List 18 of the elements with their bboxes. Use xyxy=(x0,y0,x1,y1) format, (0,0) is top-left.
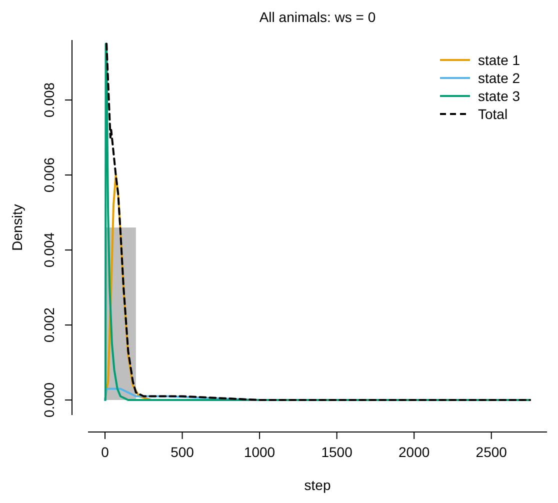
legend-label: state 2 xyxy=(478,70,520,86)
y-tick-label: 0.008 xyxy=(41,82,57,118)
y-tick-label: 0.004 xyxy=(41,232,57,268)
x-tick-label: 2000 xyxy=(398,444,430,460)
x-tick-label: 1000 xyxy=(244,444,276,460)
x-tick-label: 1500 xyxy=(321,444,353,460)
x-tick-label: 0 xyxy=(101,444,110,460)
x-tick-label: 2500 xyxy=(476,444,508,460)
x-tick-label: 500 xyxy=(170,444,194,460)
y-axis-title: Density xyxy=(9,204,25,251)
legend-label: state 3 xyxy=(478,88,520,104)
y-tick-label: 0.002 xyxy=(41,307,57,343)
legend-label: Total xyxy=(478,106,508,122)
y-tick-label: 0.006 xyxy=(41,157,57,193)
chart-title: All animals: ws = 0 xyxy=(259,9,376,25)
x-axis-title: step xyxy=(304,477,331,493)
y-tick-label: 0.000 xyxy=(41,382,57,418)
legend-label: state 1 xyxy=(478,52,520,68)
